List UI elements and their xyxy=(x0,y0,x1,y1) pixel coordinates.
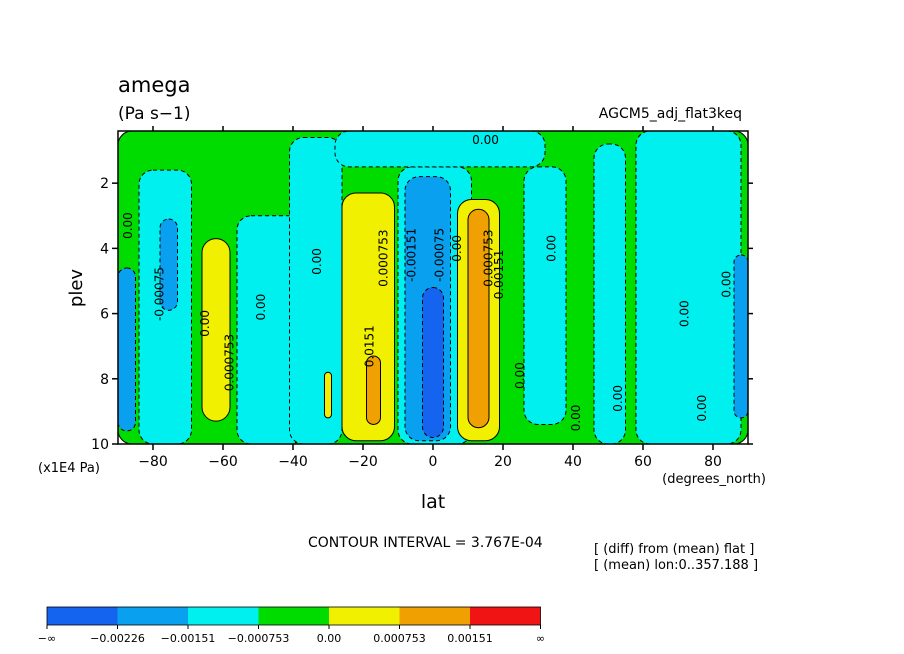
colorbar-label: −0.000753 xyxy=(228,632,290,645)
colorbar-frame xyxy=(46,606,541,626)
x-tick-label: 20 xyxy=(494,454,512,470)
plot-area xyxy=(117,130,749,445)
colorbar-label: 0.00151 xyxy=(447,632,493,645)
contour-region-4 xyxy=(201,238,231,422)
colorbar-label: −0.00151 xyxy=(161,632,216,645)
y-axis-label: plev xyxy=(66,269,87,308)
contour-region-6 xyxy=(289,137,343,445)
contour-region-14 xyxy=(467,208,490,429)
colorbar-swatch xyxy=(188,607,259,625)
contour-region-9 xyxy=(366,355,381,425)
contour-region-12 xyxy=(422,287,444,438)
colorbar-swatch xyxy=(47,607,118,625)
contour-label: 0.00 xyxy=(450,235,464,262)
x-tick-label: 60 xyxy=(634,454,652,470)
colorbar-swatch xyxy=(117,607,188,625)
contour-region-3 xyxy=(159,218,178,311)
x-axis-label: lat xyxy=(421,491,445,513)
colorbar-label: 0.000753 xyxy=(373,632,426,645)
x-tick-label: −20 xyxy=(348,454,378,470)
contour-label: 0.00 xyxy=(678,300,692,327)
colorbar-label: −0.00226 xyxy=(90,632,145,645)
contour-label: 0.00 xyxy=(198,310,212,337)
contour-label: 0.00 xyxy=(611,385,625,412)
contour-label: 0.000753 xyxy=(223,334,237,391)
contour-region-17 xyxy=(593,143,626,445)
contour-label: 0.00 xyxy=(569,405,583,432)
contour-region-8 xyxy=(341,192,395,442)
x-tick-label: 40 xyxy=(564,454,582,470)
contour-label: 0.000753 xyxy=(377,230,391,287)
y-axis: 2 4 6 8 10 xyxy=(91,176,753,453)
colorbar-swatch xyxy=(470,607,541,625)
x-tick-label: 80 xyxy=(704,454,722,470)
contour-region-2 xyxy=(117,267,136,432)
contour-label: 0.0151 xyxy=(363,325,377,367)
contour-label: -0.00151 xyxy=(405,228,419,282)
x-tick-label: −60 xyxy=(208,454,238,470)
contour-label: 0.00 xyxy=(310,248,324,275)
x-axis: −80 −60 −40 −20 0 20 40 60 80 xyxy=(138,126,722,470)
y-tick-label: 10 xyxy=(91,437,109,453)
contour-label: 0.00 xyxy=(695,395,709,422)
colorbar-swatch xyxy=(399,607,470,625)
contour-region-19 xyxy=(733,254,749,419)
contour-label: 0.00 xyxy=(545,235,559,262)
contour-region-15 xyxy=(523,166,567,425)
colorbar-swatch xyxy=(329,607,400,625)
y-tick-label: 6 xyxy=(100,307,109,323)
contour-label: -0.00075 xyxy=(153,267,167,321)
contour-label: 0.00 xyxy=(720,271,734,298)
chart-units: (Pa s−1) xyxy=(118,104,191,124)
y-tick-label: 4 xyxy=(100,241,109,257)
contour-label: 0.00 xyxy=(472,133,499,147)
x-tick-label: −40 xyxy=(278,454,308,470)
x-tick-label: 0 xyxy=(429,454,438,470)
contour-label: 0.00 xyxy=(513,362,527,389)
colorbar: −∞ −0.00226 −0.00151 −0.000753 0.00 0.000753 0… xyxy=(38,606,545,645)
note-diff: [ (diff) from (mean) flat ] xyxy=(594,542,754,557)
colorbar-label: ∞ xyxy=(536,632,545,645)
contour-label: 0.00 xyxy=(121,212,135,239)
contour-label: -0.00075 xyxy=(433,228,447,282)
y-axis-units: (x1E4 Pa) xyxy=(38,461,100,476)
x-axis-units: (degrees_north) xyxy=(662,472,766,487)
contour-label: 0.00151 xyxy=(492,250,506,300)
colorbar-label: −∞ xyxy=(38,632,56,645)
y-tick-label: 8 xyxy=(100,372,109,388)
colorbar-label: 0.00 xyxy=(317,632,342,645)
contour-label: 0.000753 xyxy=(482,230,496,287)
y-tick-label: 2 xyxy=(100,176,109,192)
contour-region-7 xyxy=(324,371,332,419)
contour-interval: CONTOUR INTERVAL = 3.767E-04 xyxy=(308,535,543,551)
note-mean: [ (mean) lon:0..357.188 ] xyxy=(594,558,758,573)
x-tick-label: −80 xyxy=(138,454,168,470)
contour-labels: 0.000.00-0.000750.000.0007530.000.000.01… xyxy=(121,133,734,431)
contour-region-16 xyxy=(334,130,546,168)
dataset-name: AGCM5_adj_flat3keq xyxy=(599,106,742,122)
colorbar-swatch xyxy=(258,607,329,625)
chart-title: amega xyxy=(118,73,190,97)
contour-label: 0.00 xyxy=(254,294,268,321)
